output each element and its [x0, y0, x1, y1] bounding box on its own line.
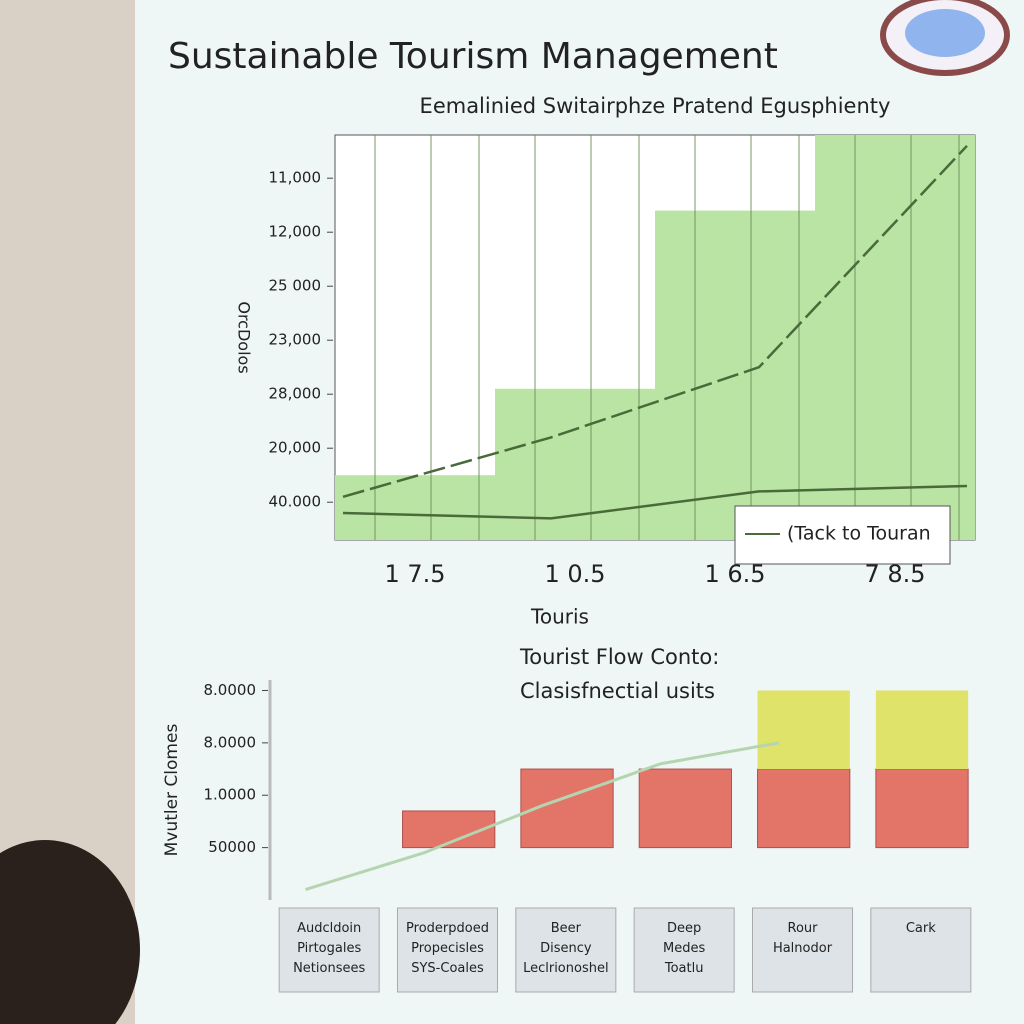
- y-tick-label: 40.000: [269, 493, 322, 511]
- chart-title: Clasisfnectial usits: [520, 679, 715, 703]
- line: [342, 144, 968, 499]
- category-box: [397, 907, 498, 993]
- y-tick-label: 20,000: [269, 439, 322, 457]
- legend-label: (Tack to Touran: [787, 523, 931, 545]
- x-tick-label: Proderpdoed Propecisles SYS-Coales: [406, 921, 489, 976]
- category-box: [515, 907, 617, 993]
- bar: [757, 768, 851, 849]
- category-box: [278, 907, 380, 993]
- chart-title: Eemalinied Switairphze Pratend Egusphien…: [420, 94, 891, 118]
- bar: [875, 768, 969, 849]
- y-tick-label: 8.0000: [204, 733, 257, 751]
- audience-head: [0, 840, 140, 1024]
- y-tick-label: 8.0000: [204, 681, 257, 699]
- y-tick-label: 28,000: [269, 385, 322, 403]
- x-tick-label: Audcldoin Pirtogales Netionsees: [293, 921, 365, 976]
- bar: [638, 768, 733, 849]
- x-tick-label: Beer Disency Leclrionoshel: [523, 921, 609, 976]
- x-axis-label: Touris: [530, 605, 589, 629]
- bar: [757, 690, 850, 770]
- x-tick-label: 7 8.5: [864, 560, 925, 588]
- line: [342, 484, 968, 520]
- y-tick-label: 25 000: [269, 277, 322, 295]
- bar: [335, 475, 495, 540]
- bar: [815, 135, 975, 540]
- y-axis-label: Mvutler Clomes: [162, 724, 182, 857]
- y-axis-label: OrcDolos: [235, 301, 254, 373]
- chart-title: Tourist Flow Conto:: [519, 645, 719, 669]
- y-tick-label: 1.0000: [204, 786, 257, 804]
- logo-inner: [905, 9, 985, 57]
- bar: [875, 690, 969, 770]
- x-tick-label: 1 7.5: [384, 560, 445, 588]
- y-tick-label: 11,000: [269, 169, 322, 187]
- trend-line: [305, 741, 780, 891]
- category-box: [633, 907, 735, 993]
- category-box: [752, 907, 853, 993]
- y-tick-label: 50000: [208, 838, 256, 856]
- x-tick-label: Rour Halnodor: [773, 921, 833, 956]
- x-tick-label: 1 6.5: [704, 560, 765, 588]
- slide-title: Sustainable Tourism Management: [168, 36, 778, 77]
- y-tick-label: 12,000: [269, 223, 322, 241]
- x-tick-label: Deep Medes Toatlu: [663, 921, 705, 976]
- y-tick-label: 23,000: [269, 331, 322, 349]
- category-box: [870, 907, 972, 993]
- x-tick-label: 1 0.5: [544, 560, 605, 588]
- x-tick-label: Cark: [906, 921, 936, 936]
